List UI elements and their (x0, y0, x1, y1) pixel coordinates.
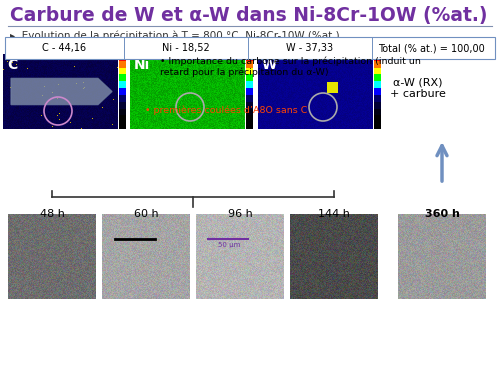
Bar (246, 68, 253, 74)
Bar (246, 54, 253, 61)
Bar (119, 95, 126, 102)
Bar (119, 61, 126, 68)
Bar (374, 61, 381, 68)
Bar (374, 122, 381, 129)
Text: • Importance du carbone sur la précipitation (induit un
retard pour la précipita: • Importance du carbone sur la précipita… (160, 56, 421, 77)
Text: 360 h: 360 h (424, 209, 460, 219)
Text: 48 h: 48 h (40, 209, 64, 219)
Bar (119, 115, 126, 122)
Bar (246, 95, 253, 102)
Bar (374, 81, 381, 88)
Text: Carbure de W et α-W dans Ni-8Cr-1OW (%at.): Carbure de W et α-W dans Ni-8Cr-1OW (%at… (10, 6, 488, 25)
Bar (119, 122, 126, 129)
Text: α-W (RX)
+ carbure: α-W (RX) + carbure (390, 77, 446, 99)
Text: Ni: Ni (134, 58, 150, 72)
Bar (374, 68, 381, 74)
Bar (374, 54, 381, 61)
Text: 50 μm: 50 μm (218, 242, 240, 248)
Text: 96 h: 96 h (228, 209, 252, 219)
Text: 60 h: 60 h (134, 209, 158, 219)
Bar (119, 102, 126, 108)
Text: C - 44,16: C - 44,16 (42, 43, 86, 53)
Text: • premières coulées d’A8O sans C: • premières coulées d’A8O sans C (145, 105, 308, 114)
Bar (119, 108, 126, 115)
Bar (119, 68, 126, 74)
Bar (246, 74, 253, 81)
Bar (246, 81, 253, 88)
FancyArrow shape (11, 79, 112, 105)
Bar (119, 74, 126, 81)
Text: Ni - 18,52: Ni - 18,52 (162, 43, 210, 53)
Bar (119, 81, 126, 88)
Bar (119, 54, 126, 61)
Bar (246, 88, 253, 95)
Text: C: C (7, 58, 17, 72)
Text: Total (% at.) = 100,00: Total (% at.) = 100,00 (378, 43, 484, 53)
Text: W - 37,33: W - 37,33 (286, 43, 334, 53)
Bar (374, 102, 381, 108)
Bar (246, 115, 253, 122)
Bar (5, 37, 495, 59)
Text: W: W (262, 58, 277, 72)
Bar (374, 74, 381, 81)
Text: 144 h: 144 h (318, 209, 350, 219)
Bar (374, 108, 381, 115)
Bar (374, 88, 381, 95)
Bar (246, 108, 253, 115)
Bar (246, 61, 253, 68)
Bar (119, 88, 126, 95)
Bar (246, 122, 253, 129)
Bar (374, 115, 381, 122)
Bar (374, 95, 381, 102)
Bar (246, 102, 253, 108)
Text: ▸  Evolution de la précipitation à T = 800 °C, Ni-8Cr-10W (%at.): ▸ Evolution de la précipitation à T = 80… (10, 30, 340, 40)
